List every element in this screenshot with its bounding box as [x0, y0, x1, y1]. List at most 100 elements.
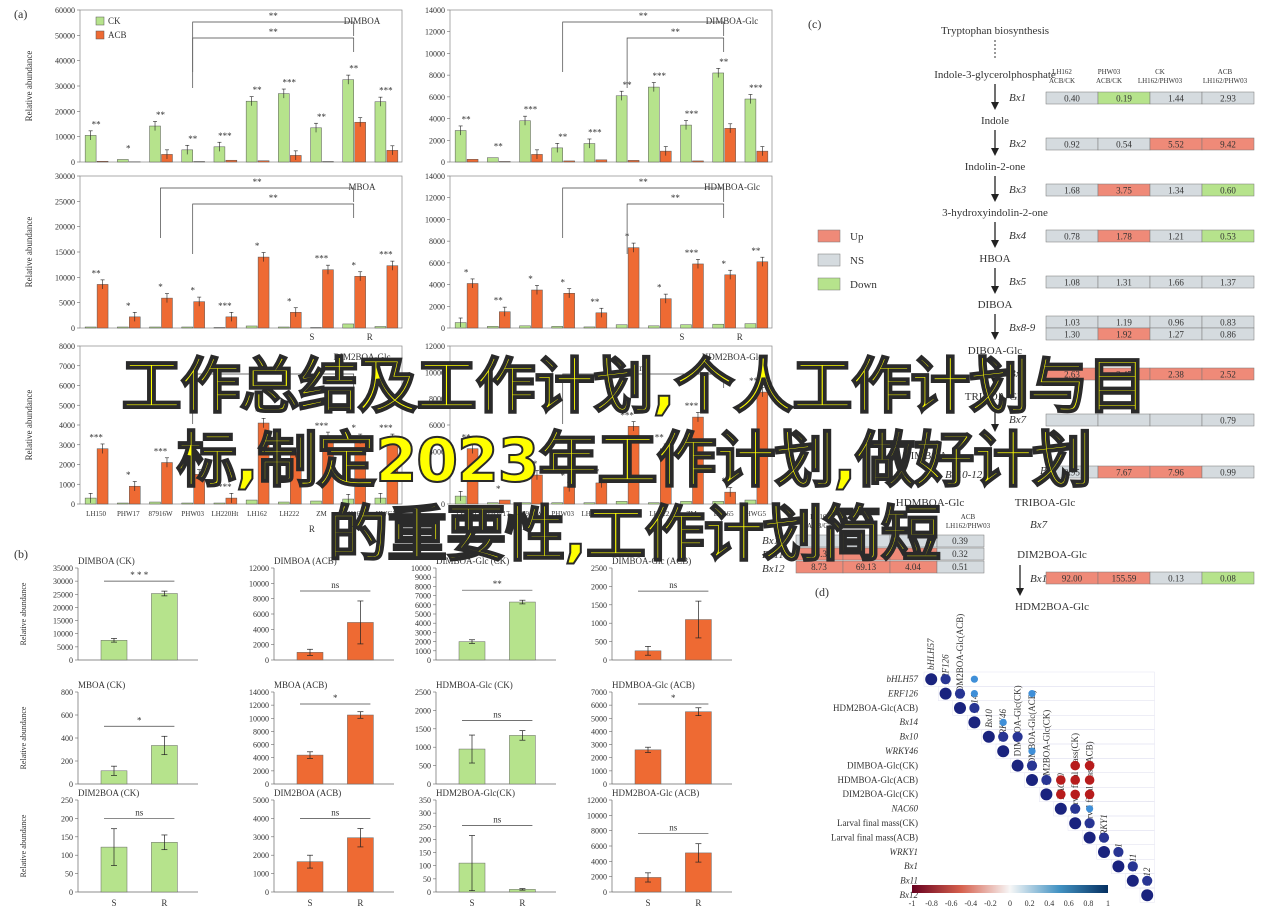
fold-change-value: 9.42 [1220, 140, 1236, 150]
bar [117, 326, 129, 329]
bracket-label: ** [253, 177, 263, 187]
gene-name: Bx7 [1030, 519, 1048, 531]
arrow-head [991, 240, 999, 248]
bar [84, 326, 97, 329]
y-tick-label: 10000 [425, 368, 445, 377]
significance-bracket [192, 37, 355, 88]
bar [519, 120, 531, 163]
sig-mark: *** [524, 459, 538, 469]
sig-mark: *** [154, 447, 168, 457]
sig-mark: * [333, 693, 338, 703]
bar [519, 502, 531, 505]
y-tick-label: 200 [61, 814, 73, 823]
legend-swatch-ck [95, 16, 105, 26]
fold-change-value: 0.19 [1116, 94, 1132, 104]
y-axis-label: Relative abundance [24, 217, 34, 288]
group-label: R [679, 524, 685, 534]
fold-change-value: 1.30 [1064, 330, 1080, 340]
panel-label: (d) [815, 585, 829, 599]
y-tick-label: 8000 [429, 237, 445, 246]
sig-mark: ** [188, 134, 198, 144]
sig-mark: * [721, 259, 726, 269]
legend-swatch [817, 277, 841, 291]
scale-tick: 0 [1008, 899, 1012, 908]
y-tick-label: 4000 [591, 857, 607, 866]
fold-change-cell [1201, 91, 1255, 105]
scale-tick: 1 [1106, 899, 1110, 908]
y-tick-label: 35000 [53, 564, 73, 573]
sig-mark: ** [462, 433, 472, 443]
arrow-head [1016, 588, 1024, 596]
bar [499, 499, 511, 505]
y-tick-label: 8000 [253, 595, 269, 604]
y-tick-label: 0 [427, 780, 431, 789]
correlation-dot [1084, 775, 1095, 785]
scale-tick: 0.6 [1064, 899, 1074, 908]
column-header: ACB [1218, 68, 1233, 76]
bar [117, 502, 129, 505]
fold-change-value: 0.13 [1168, 574, 1184, 584]
y-tick-label: 2500 [415, 688, 431, 697]
watermark-line-2: 标,制定2023年工作计划,做好计划 [176, 425, 1094, 497]
y-tick-label: 5000 [57, 643, 73, 652]
sig-mark: * [190, 458, 195, 468]
legend-acb: ACB [108, 30, 127, 40]
bar [96, 160, 109, 163]
fold-change-value: 155.59 [1112, 574, 1137, 584]
bar [744, 499, 757, 505]
fold-change-value: 0.95 [1064, 468, 1080, 478]
y-tick-label: 14000 [249, 688, 269, 697]
grid-row [967, 715, 1155, 730]
y-tick-label: 6000 [591, 842, 607, 851]
gene-name: Bx1 [1009, 92, 1026, 104]
bracket-label: ** [639, 11, 649, 21]
y-tick-label: 7000 [415, 592, 431, 601]
y-tick-label: 0 [427, 888, 431, 897]
sig-mark: * [255, 407, 260, 417]
significance-bracket [562, 21, 725, 72]
bracket-label: ns [639, 363, 648, 373]
sig-mark: *** [685, 401, 699, 411]
chart-title: DIM2BOA (ACB) [274, 788, 341, 798]
y-tick-label: 100 [61, 851, 73, 860]
bar [466, 283, 479, 329]
chart-title: HDM2BOA-Glc(CK) [436, 788, 515, 798]
bar [245, 325, 258, 329]
gene-name: Bx3 [1009, 184, 1027, 196]
sig-mark: ** [349, 64, 359, 74]
fold-change-value: 0.83 [1220, 318, 1236, 328]
significance-bracket [626, 37, 725, 88]
correlation-dot [940, 674, 951, 685]
fold-change-cell [1201, 413, 1255, 427]
y-tick-label: 12000 [425, 342, 445, 351]
row-label: DIM2BOA-Glc(CK) [843, 789, 919, 799]
sig-mark: * [560, 277, 565, 287]
y-tick-label: 150 [419, 849, 431, 858]
chart-title: DIMBOA (ACB) [274, 556, 337, 566]
y-tick-label: 5000 [253, 796, 269, 805]
sig-mark: ** [92, 268, 102, 278]
y-tick-label: 200 [419, 835, 431, 844]
sig-mark: ns [331, 580, 340, 590]
y-tick-label: 8000 [59, 342, 75, 351]
y-tick-label: 2000 [591, 754, 607, 763]
compound-name: DIMBOA [903, 450, 948, 462]
sig-mark: ** [285, 437, 295, 447]
y-tick-label: 0 [441, 158, 445, 167]
fold-change-value: 4.04 [905, 562, 921, 572]
bar [310, 500, 322, 505]
bar [744, 98, 757, 163]
y-tick-label: 3000 [253, 833, 269, 842]
y-tick-label: 30000 [55, 172, 75, 181]
column-label: Larval final mass(ACB) [1085, 741, 1095, 828]
fold-change-cell [936, 560, 985, 574]
diagonal-dot [1011, 759, 1024, 772]
chart-frame [449, 175, 773, 329]
cultivar-label: LH150 [86, 510, 106, 518]
y-tick-label: 1000 [415, 743, 431, 752]
legend-swatch [817, 229, 841, 243]
bar [487, 502, 499, 505]
correlation-dot [1084, 789, 1095, 800]
fold-change-value: 1.78 [1116, 232, 1132, 242]
column-label: Bx10 [984, 709, 994, 728]
